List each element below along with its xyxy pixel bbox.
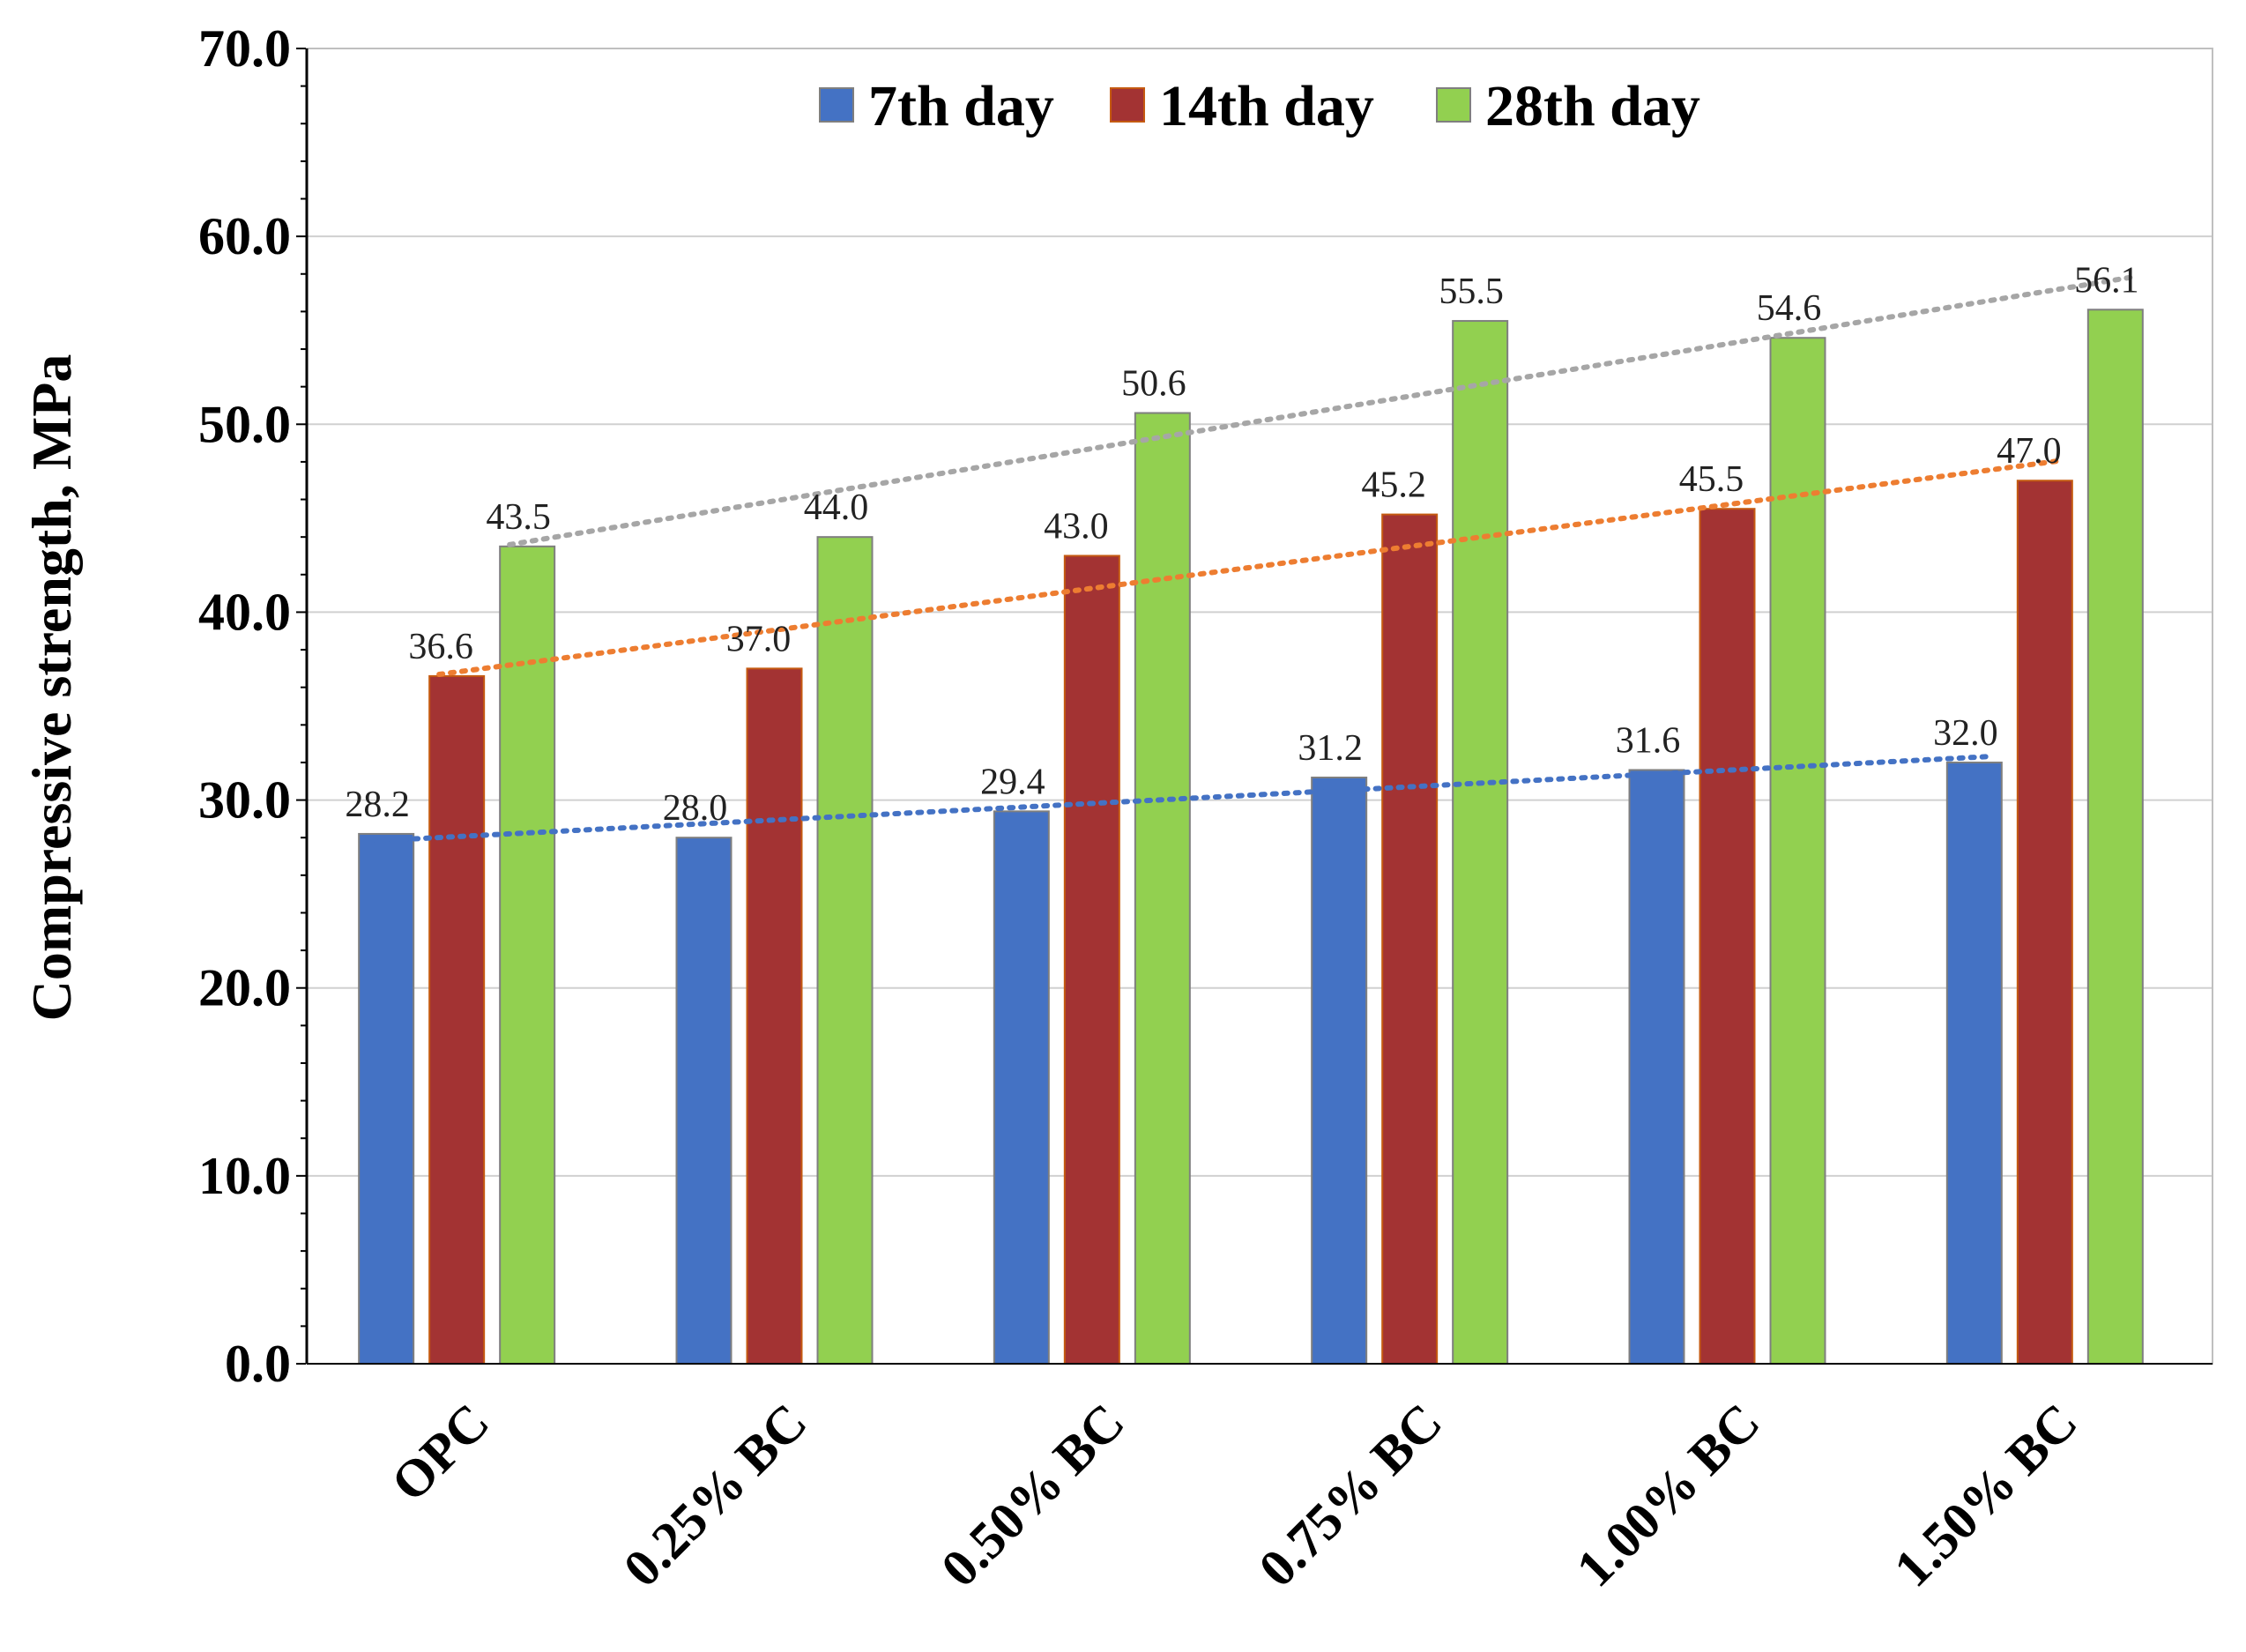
y-tick-label: 40.0	[198, 583, 291, 641]
data-label: 32.0	[1933, 713, 1998, 754]
bar	[1381, 513, 1439, 1365]
bar	[993, 810, 1050, 1365]
legend-swatch	[819, 87, 854, 123]
trend-line	[436, 458, 2065, 677]
legend-label: 14th day	[1159, 74, 1374, 138]
grid-lines	[307, 48, 2213, 1177]
plot-frame	[306, 48, 2213, 1365]
data-label: 31.2	[1298, 728, 1363, 769]
bars	[358, 309, 2144, 1366]
bar	[2016, 480, 2073, 1365]
y-tick-label: 0.0	[225, 1335, 291, 1393]
y-tick-label: 60.0	[198, 207, 291, 265]
data-label: 29.4	[980, 762, 1045, 802]
data-label: 50.6	[1121, 363, 1186, 404]
y-tick-label: 10.0	[198, 1147, 291, 1205]
bar	[1134, 412, 1191, 1365]
trend-line	[507, 274, 2136, 547]
data-label: 47.0	[1997, 431, 2062, 472]
data-label: 37.0	[726, 619, 792, 659]
legend-swatch	[1436, 87, 1471, 123]
legend-swatch	[1110, 87, 1145, 123]
data-label: 31.6	[1616, 720, 1681, 761]
bar	[1628, 769, 1685, 1365]
data-label: 36.6	[408, 627, 473, 667]
bar	[358, 832, 415, 1365]
bar	[816, 536, 874, 1365]
x-tick-label: 0.75% BC	[1247, 1393, 1453, 1598]
bar	[428, 674, 486, 1365]
y-tick-label: 50.0	[198, 395, 291, 453]
data-label: 28.2	[345, 785, 410, 825]
legend-label: 7th day	[868, 74, 1054, 138]
bar	[499, 545, 556, 1365]
trend-line	[366, 754, 1995, 845]
data-label: 45.5	[1679, 459, 1744, 500]
data-label: 54.6	[1757, 288, 1822, 329]
bar	[2086, 309, 2144, 1366]
data-label: 56.1	[2074, 260, 2139, 301]
legend-label: 28th day	[1485, 74, 1700, 138]
y-tick-label: 70.0	[198, 19, 291, 78]
data-labels: 28.2 28.0 29.4 31.2 31.6 32.0 36.6 37.0 43.0 45.2…	[345, 260, 2138, 829]
x-tick-label: 0.25% BC	[613, 1393, 818, 1598]
bar	[1452, 320, 1509, 1365]
bar	[1945, 761, 2003, 1365]
x-tick-label: 1.00% BC	[1566, 1393, 1771, 1598]
legend: 7th day 14th day 28th day	[819, 74, 1700, 138]
data-label: 43.5	[486, 497, 551, 538]
data-label: 55.5	[1439, 272, 1504, 312]
y-axis-title: Compressive strength, MPa	[20, 354, 83, 1022]
bar	[1311, 776, 1368, 1365]
data-label: 43.0	[1044, 506, 1109, 547]
x-tick-label: 0.50% BC	[930, 1393, 1135, 1598]
data-label: 44.0	[804, 487, 869, 528]
data-label: 45.2	[1361, 465, 1426, 506]
bar	[746, 667, 803, 1365]
y-tick-label: 20.0	[198, 959, 291, 1017]
data-label: 28.0	[663, 788, 728, 829]
bar	[675, 837, 733, 1365]
trend-lines	[366, 274, 2136, 845]
y-tick-label: 30.0	[198, 771, 291, 830]
x-tick-label: OPC	[380, 1393, 500, 1513]
bar	[1063, 554, 1120, 1365]
bar	[1699, 508, 1756, 1365]
x-tick-label: 1.50% BC	[1883, 1393, 2088, 1598]
